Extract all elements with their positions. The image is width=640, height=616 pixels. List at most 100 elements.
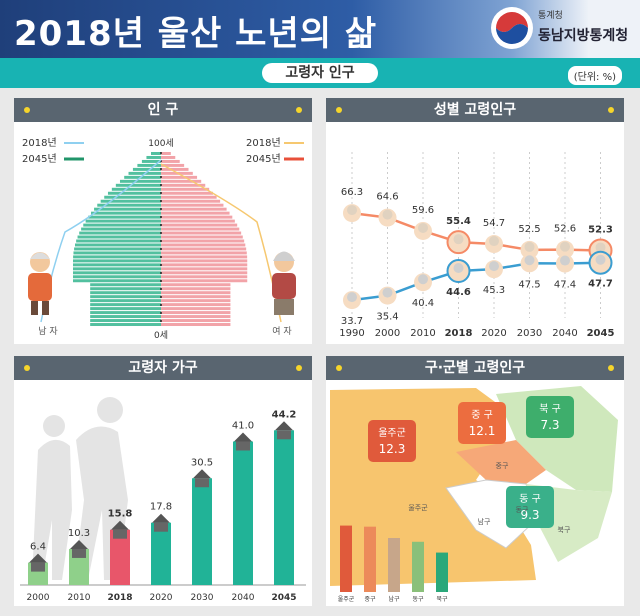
pyramid-bar-male <box>124 175 161 179</box>
bar-value-label: 41.0 <box>232 421 254 432</box>
pyramid-bar-male <box>73 267 161 271</box>
face-icon <box>418 222 428 233</box>
face-icon <box>418 274 428 285</box>
district-bar <box>388 538 400 592</box>
data-label: 64.6 <box>376 192 398 203</box>
title-dot-icon <box>24 107 30 113</box>
x-tick-label: 2020 <box>150 593 173 603</box>
district-callout <box>506 486 554 528</box>
pyramid-bar-male <box>107 191 161 195</box>
pyramid-bar-female <box>161 275 248 279</box>
header-banner: 2018년 울산 노년의 삶 통계청 동남지방통계청 <box>0 0 640 58</box>
district-value: 12.1 <box>469 424 496 438</box>
population-pyramid: 2018년 2045년 2018년 2045년 100세 0세 남 자 여 자 <box>22 137 304 341</box>
pyramid-bar-male <box>79 231 161 235</box>
district-panel-title: 구·군별 고령인구 <box>326 356 624 380</box>
pyramid-bar-female <box>161 243 246 247</box>
household-bar <box>110 529 130 585</box>
gender-panel-title: 성별 고령인구 <box>326 98 624 122</box>
face-icon <box>347 292 357 303</box>
pyramid-bar-female <box>161 179 202 183</box>
pyramid-bar-female <box>161 267 248 271</box>
district-callout <box>526 396 574 438</box>
map-jung <box>456 440 546 484</box>
households-panel-title: 고령자 가구 <box>14 356 312 380</box>
house-icon <box>236 441 250 451</box>
pyramid-bar-male <box>90 283 161 287</box>
pyramid-bar-male <box>90 295 161 299</box>
title-dot-icon <box>608 107 614 113</box>
district-bar <box>436 552 448 592</box>
x-tick-label: 2040 <box>232 593 255 603</box>
x-tick-label: 2045 <box>587 328 615 339</box>
house-roof-icon <box>70 539 88 549</box>
bar-value-label: 44.2 <box>272 409 297 420</box>
pyramid-bar-male <box>97 203 161 207</box>
pyramid-bar-female <box>161 239 245 243</box>
pyramid-bar-male <box>74 243 161 247</box>
data-label: 44.6 <box>446 287 471 298</box>
pyramid-bar-male <box>90 291 161 295</box>
house-roof-icon <box>275 421 293 431</box>
pyramid-bar-female <box>161 315 231 319</box>
house-roof-icon <box>29 553 47 563</box>
pyramid-bar-male <box>90 323 161 326</box>
pyramid-bar-male <box>90 319 161 323</box>
data-label: 52.6 <box>554 224 576 235</box>
pyramid-bar-female <box>161 263 248 267</box>
x-tick-label: 2045 <box>271 593 296 603</box>
pyramid-bar-male <box>119 179 161 183</box>
female-label: 여 자 <box>272 325 292 337</box>
pyramid-outline-2018-female <box>160 163 282 323</box>
face-icon <box>453 234 464 245</box>
pyramid-bar-female <box>161 211 230 215</box>
pyramid-bar-female <box>161 227 240 231</box>
data-label: 47.4 <box>554 280 576 291</box>
households-bar-chart: 6.4 2000 10.3 2010 15.8 2018 17.8 2020 30.5 2030 4… <box>20 397 306 603</box>
legend-left-2045: 2045년 <box>22 153 57 165</box>
district-callout <box>368 420 416 462</box>
households-panel: 고령자 가구 6.4 2000 10.3 2010 15.8 2018 17.8 2020 30… <box>14 356 312 606</box>
gender-panel: 성별 고령인구 1990 2000 2010 2018 2020 2030 2040 2045… <box>326 98 624 344</box>
pyramid-bar-female <box>161 295 231 299</box>
house-roof-icon <box>152 513 170 523</box>
pyramid-bar-female <box>161 299 231 303</box>
bar-value-label: 10.3 <box>68 528 90 539</box>
house-icon <box>72 548 86 558</box>
face-icon <box>489 236 499 247</box>
page-title: 2018년 울산 노년의 삶 <box>14 14 378 54</box>
statistics-logo-icon <box>491 7 533 49</box>
pyramid-bar-female <box>161 163 185 167</box>
title-dot-icon <box>336 365 342 371</box>
district-value: 7.3 <box>540 418 559 432</box>
district-bar <box>340 525 352 592</box>
house-roof-icon <box>111 520 129 530</box>
district-bar-label: 울주군 <box>338 596 355 603</box>
pyramid-bar-male <box>91 211 161 215</box>
district-name: 울주군 <box>378 427 406 439</box>
pyramid-bar-female <box>161 175 198 179</box>
data-label: 40.4 <box>412 298 434 309</box>
pyramid-bar-female <box>161 187 210 191</box>
pyramid-bar-female <box>161 271 248 275</box>
face-icon <box>595 242 606 253</box>
pyramid-bar-male <box>90 307 161 311</box>
pyramid-bar-female <box>161 259 248 263</box>
title-dot-icon <box>24 365 30 371</box>
pyramid-bar-male <box>73 279 161 283</box>
population-panel-title: 인 구 <box>14 98 312 122</box>
bar-value-label: 15.8 <box>108 509 133 520</box>
face-icon <box>453 263 464 274</box>
district-bar-label: 중구 <box>364 596 376 603</box>
pyramid-bar-male <box>90 299 161 303</box>
data-label: 47.7 <box>588 279 613 290</box>
pyramid-bar-male <box>94 207 161 211</box>
pyramid-bar-female <box>161 159 180 163</box>
pyramid-bar-female <box>161 311 231 315</box>
pyramid-bar-female <box>161 323 231 326</box>
title-dot-icon <box>296 107 302 113</box>
pyramid-bar-female <box>161 203 224 207</box>
section-title: 고령자 인구 <box>262 63 378 83</box>
pyramid-bar-female <box>161 167 189 171</box>
age-bottom-label: 0세 <box>154 330 168 341</box>
